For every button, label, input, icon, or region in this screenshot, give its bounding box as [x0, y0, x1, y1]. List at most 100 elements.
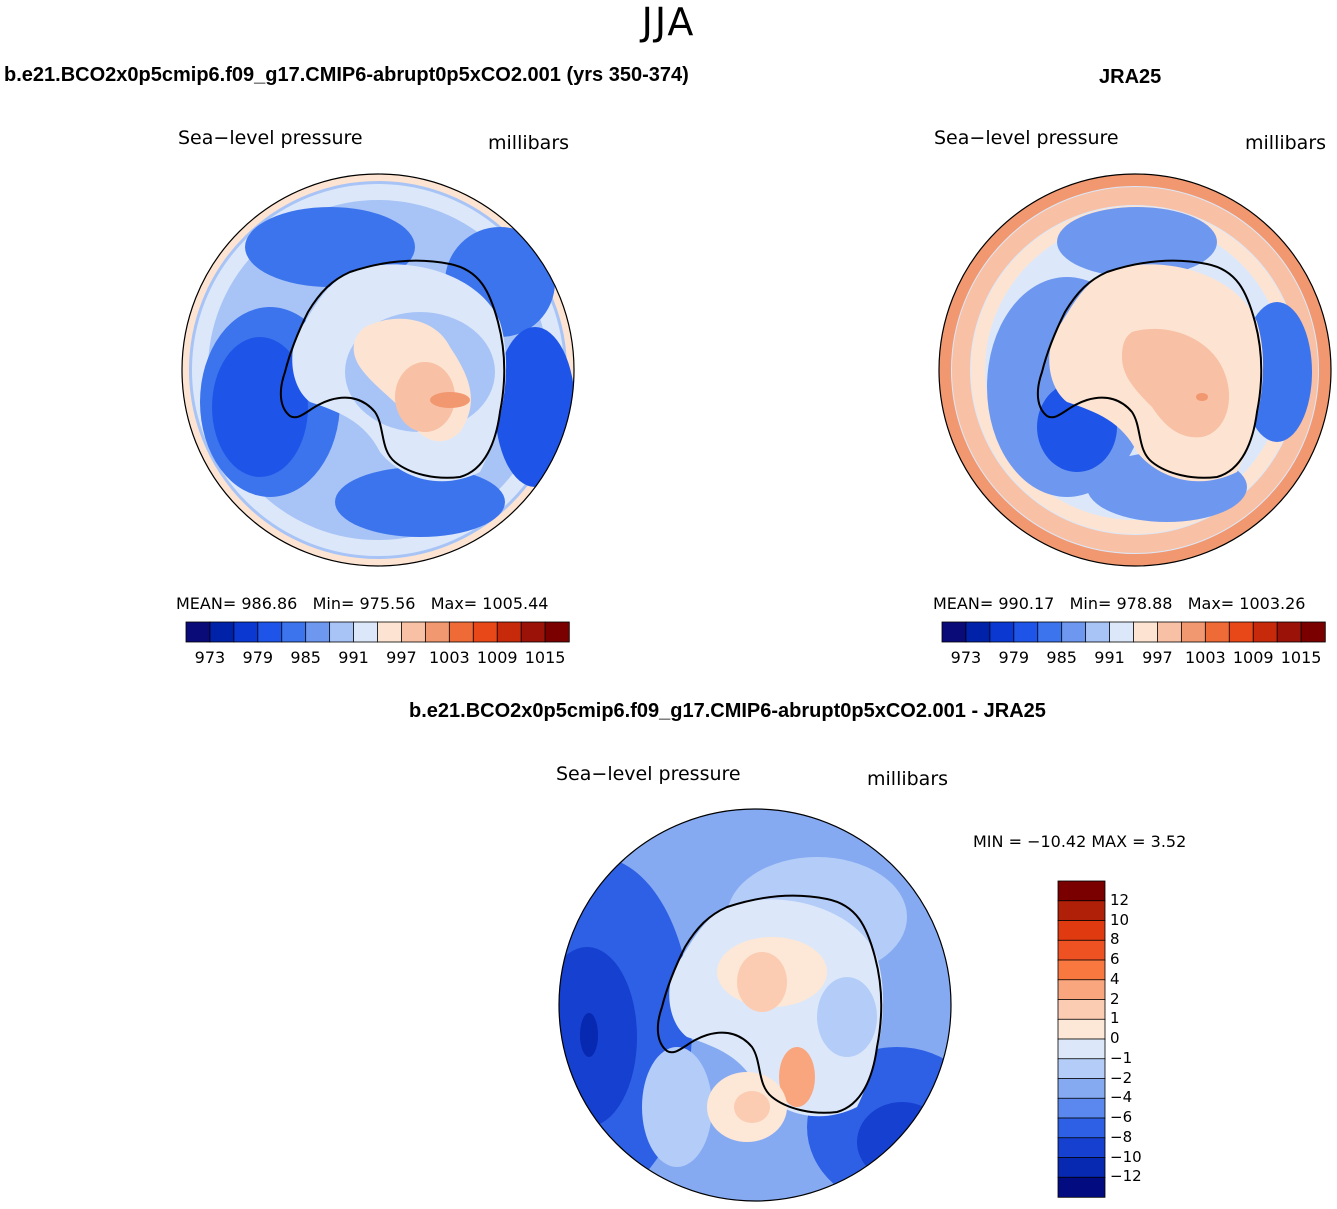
colorbar-tick-label: 991: [1094, 648, 1125, 667]
colorbar-swatch: [1057, 1078, 1106, 1099]
obs-variable-label: Sea−level pressure: [934, 127, 1119, 149]
colorbar-swatch: [1057, 1176, 1106, 1198]
colorbar-swatch: [1057, 900, 1106, 922]
colorbar-swatch: [941, 621, 967, 643]
colorbar-tick-label: 1003: [428, 648, 470, 667]
colorbar-tick-label: 1015: [1280, 648, 1322, 667]
low-pressure-south: [335, 467, 505, 537]
obs-colorbar: [941, 621, 1326, 643]
colorbar-tick-label: −1: [1110, 1048, 1133, 1067]
high-pressure-max: [430, 392, 470, 408]
obs-polar-map: [938, 173, 1332, 567]
colorbar-swatch: [1133, 621, 1159, 643]
colorbar-tick-label: 4: [1110, 969, 1120, 988]
colorbar-tick-label: 985: [290, 648, 321, 667]
model-mean-label: MEAN=: [176, 594, 237, 613]
high-pressure-max: [1196, 393, 1208, 401]
colorbar-swatch: [1057, 959, 1106, 981]
colorbar-tick-label: 0: [1110, 1029, 1120, 1047]
colorbar-tick-label: −12: [1110, 1167, 1142, 1186]
weak-negative-south: [642, 1047, 712, 1167]
colorbar-swatch: [1037, 621, 1063, 643]
colorbar-tick-label: 2: [1110, 989, 1120, 1008]
model-mean-value: 986.86: [241, 594, 298, 613]
colorbar-tick-label: 1009: [1232, 648, 1274, 667]
negative-west-min: [580, 1013, 598, 1057]
colorbar-swatch: [1057, 1097, 1106, 1119]
colorbar-swatch: [1204, 621, 1230, 643]
low-pressure-north: [1057, 207, 1217, 277]
colorbar-swatch: [1061, 621, 1087, 643]
colorbar-swatch: [353, 621, 379, 643]
colorbar-swatch: [496, 621, 522, 643]
colorbar-swatch: [1276, 621, 1302, 643]
diff-variable-label: Sea−level pressure: [556, 763, 741, 785]
obs-units-label: millibars: [1245, 132, 1327, 154]
colorbar-tick-label: 997: [386, 648, 417, 667]
model-max-value: 1005.44: [482, 594, 549, 613]
colorbar-swatch: [1057, 1117, 1106, 1139]
model-polar-map: [181, 173, 575, 567]
colorbar-swatch: [1057, 880, 1106, 902]
colorbar-swatch: [257, 621, 283, 643]
colorbar-swatch: [1057, 939, 1106, 961]
colorbar-swatch: [209, 621, 235, 643]
colorbar-tick-label: 985: [1046, 648, 1077, 667]
colorbar-tick-label: 979: [998, 648, 1030, 667]
colorbar-swatch: [1013, 621, 1039, 643]
colorbar-swatch: [1057, 1038, 1106, 1060]
high-pressure-plateau: [1122, 328, 1230, 438]
colorbar-swatch: [424, 621, 451, 643]
diff-colorbar: [1057, 880, 1106, 1198]
colorbar-swatch: [233, 621, 259, 643]
colorbar-tick-label: 1003: [1184, 648, 1226, 667]
colorbar-swatch: [1057, 1157, 1106, 1178]
model-min-value: 975.56: [359, 594, 416, 613]
antarctica-fill: [669, 899, 884, 1117]
colorbar-tick-label: 979: [242, 648, 274, 667]
colorbar-swatch: [448, 621, 474, 643]
colorbar-swatch: [1057, 979, 1106, 1001]
colorbar-swatch: [185, 621, 211, 643]
colorbar-swatch: [377, 621, 403, 643]
colorbar-tick-label: 8: [1110, 930, 1120, 949]
map-border: [181, 173, 575, 567]
colorbar-swatch: [305, 621, 331, 643]
colorbar-tick-label: 1015: [524, 648, 566, 667]
model-variable-label: Sea−level pressure: [178, 127, 363, 149]
colorbar-tick-label: 10: [1110, 910, 1130, 929]
colorbar-swatch: [281, 621, 307, 643]
colorbar-tick-label: 973: [950, 648, 982, 667]
model-min-label: Min=: [312, 594, 355, 613]
colorbar-swatch: [1180, 621, 1207, 643]
colorbar-swatch: [1252, 621, 1278, 643]
colorbar-tick-label: −8: [1110, 1127, 1133, 1146]
colorbar-tick-label: −2: [1110, 1068, 1133, 1087]
season-title: JJA: [641, 0, 696, 44]
colorbar-swatch: [1085, 621, 1111, 643]
diff-polar-map: [558, 808, 952, 1202]
colorbar-swatch: [329, 621, 355, 643]
positive-plateau-core: [737, 952, 787, 1012]
obs-max-label: Max=: [1187, 594, 1235, 613]
colorbar-swatch: [401, 621, 427, 643]
colorbar-swatch: [1057, 999, 1106, 1020]
negative-southeast-core: [857, 1102, 947, 1182]
obs-min-label: Min=: [1069, 594, 1112, 613]
obs-panel-title: JRA25: [1099, 66, 1162, 88]
colorbar-tick-label: 973: [194, 648, 226, 667]
colorbar-swatch: [1057, 920, 1106, 941]
colorbar-swatch: [520, 621, 546, 643]
colorbar-swatch: [989, 621, 1015, 643]
colorbar-tick-label: 6: [1110, 950, 1120, 968]
colorbar-tick-label: 1009: [476, 648, 518, 667]
colorbar-swatch: [965, 621, 991, 643]
colorbar-tick-label: −10: [1110, 1147, 1142, 1166]
map-border: [938, 173, 1332, 567]
diff-panel-title: b.e21.BCO2x0p5cmip6.f09_g17.CMIP6-abrupt…: [409, 700, 1046, 722]
coastline: [1036, 259, 1263, 479]
obs-mean-label: MEAN=: [933, 594, 994, 613]
negative-interior: [817, 977, 877, 1057]
positive-ross-sea-core: [734, 1091, 770, 1123]
obs-min-value: 978.88: [1116, 594, 1173, 613]
